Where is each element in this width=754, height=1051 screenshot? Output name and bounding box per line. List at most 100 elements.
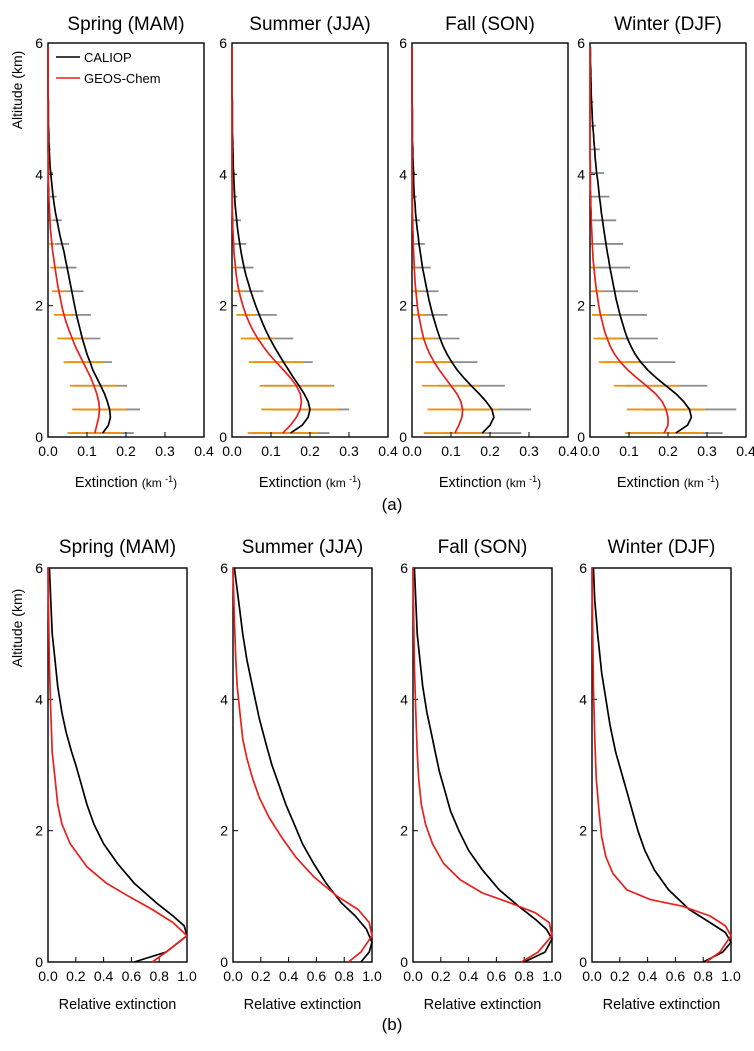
x-axis-label: Relative extinction (603, 997, 721, 1013)
x-tick-label: 0.2 (480, 443, 500, 459)
x-tick-label: 0.2 (431, 968, 451, 984)
x-axis-label: Extinction (km -1) (75, 474, 177, 491)
plot-frame (412, 567, 553, 963)
subplot-b-3: Fall (SON) 0.0 0.2 0.4 0.6 0.8 1.0 0 2 4 6 Relative… (400, 537, 562, 1013)
x-tick-label: 0.2 (610, 968, 630, 984)
y-tick-label: 2 (35, 823, 43, 839)
subplot-title: Fall (SON) (438, 537, 528, 558)
legend-caliop-label: CALIOP (84, 50, 132, 65)
caliop-line (233, 567, 373, 963)
x-tick-label: 0.6 (487, 968, 507, 984)
y-tick-label: 4 (400, 691, 408, 707)
subplot-title: Winter (DJF) (608, 537, 716, 558)
legend: CALIOP GEOS-Chem (56, 50, 161, 86)
geos-chem-line (47, 567, 188, 963)
y-tick-label: 0 (219, 429, 227, 445)
x-tick-label: 1.0 (721, 968, 741, 984)
x-tick-label: 0.3 (339, 443, 359, 459)
x-tick-label: 0.2 (251, 968, 271, 984)
x-tick-label: 0.6 (666, 968, 686, 984)
plot-frame (231, 42, 389, 438)
y-tick-label: 2 (220, 823, 228, 839)
x-tick-label: 0.4 (459, 968, 479, 984)
caliop-line (589, 46, 693, 434)
x-tick-label: 0.8 (693, 968, 713, 984)
x-tick-label: 0.0 (403, 968, 423, 984)
geos-chem-line (231, 46, 303, 434)
x-tick-label: 0.2 (300, 443, 320, 459)
x-tick-label: 0.0 (582, 968, 602, 984)
y-tick-label: 6 (220, 560, 228, 576)
y-tick-label: 2 (577, 298, 585, 314)
x-tick-label: 0.0 (402, 443, 422, 459)
caliop-line (231, 46, 311, 434)
x-tick-label: 0.4 (279, 968, 299, 984)
panel-a-extinction: Altitude (km) CALIOP GEOS-Chem (a) Sprin… (9, 14, 754, 514)
y-tick-label: 4 (35, 166, 43, 182)
x-axis-label: Relative extinction (424, 997, 542, 1013)
x-tick-label: 0.3 (519, 443, 539, 459)
x-tick-label: 0.8 (514, 968, 534, 984)
plot-frame (591, 567, 732, 963)
y-tick-label: 6 (219, 35, 227, 51)
panel-b-relative-extinction: Altitude (km) (b) Spring (MAM) 0.0 0.2 0.4 0… (9, 537, 741, 1034)
subplot-title: Spring (MAM) (67, 14, 184, 35)
y-tick-label: 4 (579, 691, 587, 707)
x-tick-label: 0.4 (736, 443, 754, 459)
subplot-title: Summer (JJA) (242, 537, 363, 558)
y-tick-label: 2 (579, 823, 587, 839)
subplot-title: Fall (SON) (445, 14, 535, 35)
y-tick-label: 2 (219, 298, 227, 314)
y-tick-label: 6 (399, 35, 407, 51)
plot-frame (232, 567, 373, 963)
y-tick-label: 6 (35, 35, 43, 51)
x-tick-label: 1.0 (542, 968, 562, 984)
x-tick-label: 0.3 (155, 443, 175, 459)
x-tick-label: 0.4 (638, 968, 658, 984)
y-tick-label: 0 (579, 954, 587, 970)
x-tick-label: 0.1 (441, 443, 461, 459)
x-axis-label: Extinction (km -1) (439, 474, 541, 491)
x-tick-label: 0.2 (116, 443, 136, 459)
y-tick-label: 2 (399, 298, 407, 314)
y-tick-label: 0 (35, 429, 43, 445)
y-tick-label: 0 (35, 954, 43, 970)
subplot-title: Summer (JJA) (249, 14, 370, 35)
y-tick-label: 6 (577, 35, 585, 51)
x-tick-label: 0.4 (558, 443, 578, 459)
x-tick-label: 0.0 (38, 443, 58, 459)
caliop-line (411, 46, 495, 434)
y-tick-label: 4 (219, 166, 227, 182)
x-tick-label: 0.1 (619, 443, 639, 459)
x-axis-label: Relative extinction (244, 997, 362, 1013)
x-tick-label: 0.2 (658, 443, 678, 459)
panel-b-label: (b) (382, 1015, 403, 1034)
x-tick-label: 0.0 (223, 968, 243, 984)
legend-geos-label: GEOS-Chem (84, 71, 161, 86)
x-tick-label: 1.0 (177, 968, 197, 984)
geos-chem-line (411, 46, 464, 434)
x-axis-label: Extinction (km -1) (259, 474, 361, 491)
subplot-title: Winter (DJF) (614, 14, 722, 35)
subplot-a-3: Fall (SON) 0.0 0.1 0.2 0.3 0.4 0 2 4 6 Extinction … (399, 14, 578, 491)
y-tick-label: 0 (220, 954, 228, 970)
x-tick-label: 0.0 (580, 443, 600, 459)
y-tick-label: 4 (220, 691, 228, 707)
x-axis-label: Relative extinction (59, 997, 177, 1013)
subplot-b-2: Summer (JJA) 0.0 0.2 0.4 0.6 0.8 1.0 0 2 4 6 Relati… (220, 537, 382, 1013)
x-tick-label: 0.4 (378, 443, 398, 459)
x-tick-label: 0.6 (122, 968, 142, 984)
x-tick-label: 0.6 (307, 968, 327, 984)
y-tick-label: 0 (399, 429, 407, 445)
geos-chem-line (589, 46, 669, 434)
plot-frame (411, 42, 569, 438)
plot-frame (589, 42, 747, 438)
subplot-a-4: Winter (DJF) 0.0 0.1 0.2 0.3 0.4 0 2 4 6 Extinctio… (577, 14, 754, 491)
geos-chem-line (591, 567, 732, 963)
subplot-a-2: Summer (JJA) 0.0 0.1 0.2 0.3 0.4 0 2 4 6 Extinctio… (219, 14, 398, 491)
subplot-title: Spring (MAM) (59, 537, 176, 558)
y-tick-label: 2 (35, 298, 43, 314)
y-tick-label: 6 (579, 560, 587, 576)
y-tick-label: 4 (35, 691, 43, 707)
